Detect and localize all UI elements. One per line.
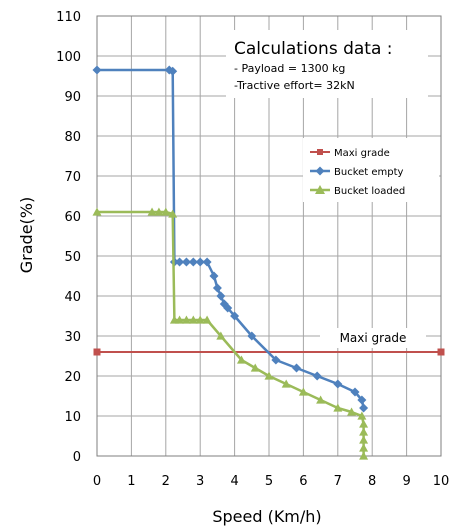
data-point-bucket-empty xyxy=(209,271,219,281)
data-point-bucket-loaded xyxy=(250,363,260,372)
legend-marker-bucket-empty xyxy=(315,166,325,176)
series-bucket-loaded xyxy=(92,207,369,460)
x-tick-label: 10 xyxy=(433,474,450,489)
y-tick-label: 110 xyxy=(56,10,81,25)
y-tick-label: 30 xyxy=(64,330,81,345)
y-tick-label: 100 xyxy=(56,50,81,65)
data-point-maxi-grade xyxy=(437,348,445,356)
data-point-bucket-empty xyxy=(92,65,102,75)
data-point-bucket-loaded xyxy=(92,207,102,216)
legend-label-bucket-empty: Bucket empty xyxy=(334,167,404,178)
data-point-bucket-loaded xyxy=(175,315,185,324)
data-point-bucket-loaded xyxy=(264,371,274,380)
data-point-bucket-loaded xyxy=(181,315,191,324)
data-point-bucket-loaded xyxy=(359,419,369,428)
y-axis-title: Grade(%) xyxy=(17,197,36,273)
data-point-bucket-empty xyxy=(168,66,178,76)
data-point-bucket-loaded xyxy=(357,411,367,420)
x-tick-label: 6 xyxy=(299,474,307,489)
data-point-bucket-empty xyxy=(212,283,222,293)
data-point-bucket-empty xyxy=(271,355,281,365)
data-point-bucket-empty xyxy=(195,257,205,267)
legend: Maxi grade Bucket empty Bucket loaded xyxy=(303,138,439,202)
y-tick-label: 90 xyxy=(64,90,81,105)
series-bucket-empty xyxy=(92,65,369,413)
y-tick-label: 10 xyxy=(64,410,81,425)
x-tick-label: 0 xyxy=(93,474,101,489)
x-tick-label: 2 xyxy=(162,474,170,489)
x-tick-label: 3 xyxy=(196,474,204,489)
legend-marker-bucket-loaded xyxy=(315,185,325,194)
data-point-bucket-empty xyxy=(216,291,226,301)
data-point-bucket-empty xyxy=(292,363,302,373)
x-tick-label: 5 xyxy=(265,474,273,489)
legend-marker-maxi-grade xyxy=(317,149,323,155)
x-tick-label: 7 xyxy=(334,474,342,489)
data-point-bucket-loaded xyxy=(161,207,171,216)
series-group xyxy=(92,65,445,460)
annotation-line-2: -Tractive effort= 32kN xyxy=(234,79,355,92)
data-point-bucket-loaded xyxy=(347,407,357,416)
data-point-bucket-empty xyxy=(223,303,233,313)
data-point-bucket-loaded xyxy=(333,403,343,412)
x-tick-label: 1 xyxy=(127,474,135,489)
y-tick-label: 0 xyxy=(73,450,81,465)
data-point-bucket-loaded xyxy=(359,451,369,460)
data-point-bucket-empty xyxy=(247,331,257,341)
x-tick-label: 9 xyxy=(402,474,410,489)
y-tick-label: 50 xyxy=(64,250,81,265)
data-point-bucket-empty xyxy=(181,257,191,267)
data-point-bucket-loaded xyxy=(195,315,205,324)
reference-label-box xyxy=(320,328,426,348)
x-axis-title: Speed (Km/h) xyxy=(212,507,321,526)
data-point-bucket-loaded xyxy=(359,427,369,436)
data-point-bucket-loaded xyxy=(188,315,198,324)
data-point-bucket-loaded xyxy=(202,315,212,324)
data-point-bucket-loaded xyxy=(154,207,164,216)
data-point-maxi-grade xyxy=(93,348,101,356)
reference-label: Maxi grade xyxy=(340,331,407,345)
data-point-bucket-loaded xyxy=(359,435,369,444)
data-point-bucket-empty xyxy=(312,371,322,381)
data-point-bucket-empty xyxy=(230,311,240,321)
data-point-bucket-empty xyxy=(202,257,212,267)
data-point-bucket-empty xyxy=(175,257,185,267)
y-tick-labels: 0 10 20 30 40 50 60 70 80 90 100 110 xyxy=(56,10,81,465)
x-tick-label: 4 xyxy=(230,474,238,489)
y-tick-label: 70 xyxy=(64,170,81,185)
data-point-bucket-empty xyxy=(359,403,369,413)
annotation-title: Calculations data : xyxy=(234,39,393,59)
x-tick-label: 8 xyxy=(368,474,376,489)
data-point-bucket-loaded xyxy=(236,355,246,364)
y-tick-label: 20 xyxy=(64,370,81,385)
data-point-bucket-loaded xyxy=(216,331,226,340)
y-tick-label: 40 xyxy=(64,290,81,305)
annotation-line-1: - Payload = 1300 kg xyxy=(234,62,345,75)
data-point-bucket-loaded xyxy=(298,387,308,396)
y-tick-label: 60 xyxy=(64,210,81,225)
plot-frame xyxy=(96,15,442,457)
data-point-bucket-empty xyxy=(350,387,360,397)
data-point-bucket-loaded xyxy=(168,209,178,218)
data-point-bucket-empty xyxy=(357,395,367,405)
data-point-bucket-empty xyxy=(333,379,343,389)
annotation-box xyxy=(226,30,428,98)
data-point-bucket-loaded xyxy=(359,443,369,452)
data-point-bucket-loaded xyxy=(281,379,291,388)
data-point-bucket-empty xyxy=(188,257,198,267)
x-tick-labels: 0 1 2 3 4 5 6 7 8 9 10 xyxy=(93,474,449,489)
legend-label-maxi-grade: Maxi grade xyxy=(334,148,390,159)
data-point-bucket-loaded xyxy=(147,207,157,216)
data-point-bucket-loaded xyxy=(316,395,326,404)
legend-label-bucket-loaded: Bucket loaded xyxy=(334,186,405,197)
y-tick-label: 80 xyxy=(64,130,81,145)
